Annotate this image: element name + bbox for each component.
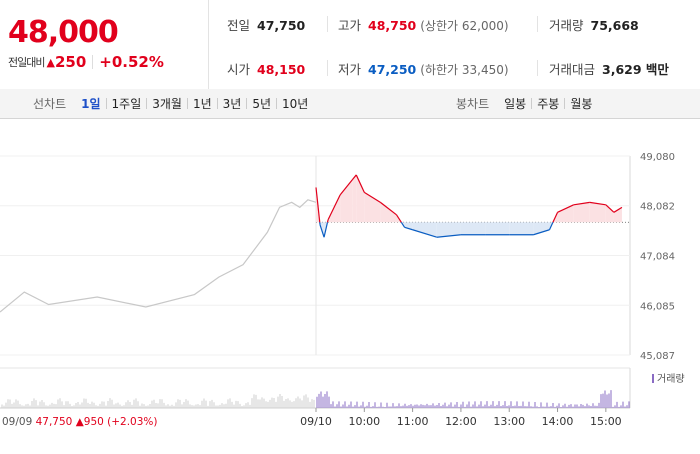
stat-label: 전일: [227, 18, 250, 33]
volume-legend-label: 거래량: [657, 373, 685, 385]
stat-label: 저가: [338, 62, 361, 77]
current-price: 48,000: [8, 15, 118, 51]
up-area-fill: [558, 205, 574, 222]
x-tick-label: 10:00: [348, 415, 380, 428]
stat-low: 저가 47,250 (하한가 33,450): [338, 59, 509, 78]
stat-value: 47,750: [257, 18, 305, 33]
prev-day-date: 09/09: [2, 416, 36, 428]
stock-summary: 48,000 전일대비 ▲ 250 +0.52% 전일 47,750 고가 48,7…: [0, 0, 700, 90]
y-tick-label: 47,084: [640, 251, 675, 262]
x-tick-label: 12:00: [445, 415, 477, 428]
stat-value: 47,250: [368, 62, 416, 77]
tab-monthly[interactable]: 월봉: [565, 95, 597, 112]
divider: [537, 60, 538, 76]
up-price-segment: [328, 220, 329, 222]
stat-label: 시가: [227, 62, 250, 77]
volume-bars: 거래량: [2, 373, 685, 408]
prev-day-change: ▲950 (+2.03%): [76, 416, 158, 428]
down-area-fill: [461, 222, 485, 234]
chart-tabs: 선차트 1일 1주일 3개월 1년 3년 5년 10년 봉차트 일봉 주봉 월봉: [0, 89, 700, 119]
stat-value: 75,668: [591, 18, 639, 33]
y-axis-labels: 49,080 48,082 47,084 46,085 45,087: [640, 152, 675, 362]
tab-daily[interactable]: 일봉: [499, 95, 531, 112]
x-axis-labels: 09/10 10:00 11:00 12:00 13:00 14:00 15:00 09/09…: [2, 415, 622, 428]
stat-value: 3,629 백만: [602, 62, 669, 77]
stat-label: 고가: [338, 18, 361, 33]
change-value: 250: [55, 53, 86, 71]
line-chart-label: 선차트: [33, 95, 66, 112]
x-tick-label: 09/10: [300, 415, 332, 428]
prev-day-info: 09/09 47,750 ▲950 (+2.03%): [2, 416, 158, 428]
y-tick-label: 48,082: [640, 202, 675, 213]
divider: [92, 55, 93, 69]
prev-day-close: 47,750: [36, 416, 76, 428]
change-label: 전일대비: [8, 54, 44, 70]
tab-5y[interactable]: 5년: [247, 95, 276, 112]
stat-value: 48,750: [368, 18, 416, 33]
x-tick-label: 15:00: [590, 415, 622, 428]
stat-high: 고가 48,750 (상한가 62,000): [338, 15, 509, 34]
up-area-fill: [606, 205, 614, 222]
upper-limit: (상한가 62,000): [420, 19, 508, 33]
up-area-fill: [356, 175, 364, 222]
down-area-fill: [413, 222, 437, 237]
x-tick-label: 11:00: [397, 415, 429, 428]
price-box: 48,000 전일대비 ▲ 250 +0.52%: [0, 0, 209, 89]
up-area-fill: [590, 202, 606, 222]
candle-chart-tabs: 봉차트 일봉 주봉 월봉: [456, 89, 597, 118]
stat-label: 거래대금: [549, 62, 595, 77]
tab-weekly[interactable]: 주봉: [532, 95, 564, 112]
down-area-fill: [509, 222, 533, 234]
change-row: 전일대비 ▲ 250 +0.52%: [8, 53, 164, 71]
up-area-fill: [352, 175, 356, 222]
chart-lines: [0, 175, 622, 312]
volume-legend-swatch: [652, 374, 654, 383]
line-chart-tabs: 선차트 1일 1주일 3개월 1년 3년 5년 10년: [33, 89, 313, 118]
y-tick-label: 46,085: [640, 301, 675, 312]
price-chart-svg: 49,080 48,082 47,084 46,085 45,087 거래량 09/10…: [0, 118, 700, 450]
divider: [537, 16, 538, 32]
tab-1d[interactable]: 1일: [76, 95, 105, 112]
divider: [327, 60, 328, 76]
x-tick-label: 14:00: [542, 415, 574, 428]
stat-volume: 거래량 75,668: [549, 15, 639, 34]
tab-3m[interactable]: 3개월: [147, 95, 187, 112]
y-tick-label: 49,080: [640, 152, 675, 163]
up-area-fill: [340, 180, 352, 222]
x-tick-label: 13:00: [493, 415, 525, 428]
tab-10y[interactable]: 10년: [277, 95, 313, 112]
stat-value: 48,150: [257, 62, 305, 77]
up-area-fill: [574, 202, 590, 222]
up-triangle-icon: ▲: [46, 56, 54, 69]
tab-3y[interactable]: 3년: [218, 95, 247, 112]
stat-prev-close: 전일 47,750: [227, 15, 305, 34]
down-area-fill: [485, 222, 509, 234]
tab-1w[interactable]: 1주일: [107, 95, 147, 112]
chart-grid: [0, 156, 630, 412]
intraday-chart: 49,080 48,082 47,084 46,085 45,087 거래량 09/10…: [0, 118, 700, 450]
divider: [327, 16, 328, 32]
tab-1y[interactable]: 1년: [188, 95, 217, 112]
y-tick-label: 45,087: [640, 351, 675, 362]
stat-trade-amount: 거래대금 3,629 백만: [549, 59, 669, 78]
stat-label: 거래량: [549, 18, 584, 33]
candle-chart-label: 봉차트: [456, 95, 489, 112]
stat-open: 시가 48,150: [227, 59, 305, 78]
change-rate: +0.52%: [99, 53, 164, 71]
lower-limit: (하한가 33,450): [420, 63, 508, 77]
